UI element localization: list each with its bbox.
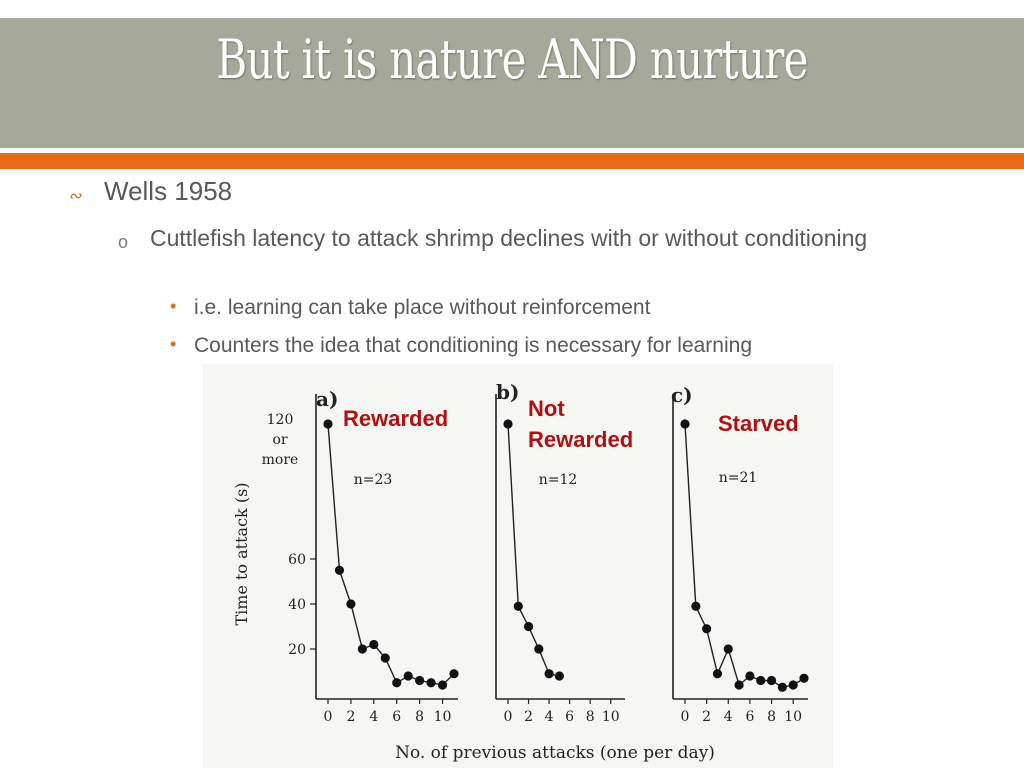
panel-letter: c) xyxy=(671,383,693,407)
data-point xyxy=(723,644,733,654)
x-tick-label: 2 xyxy=(524,709,533,725)
data-point xyxy=(513,601,523,611)
accent-bar xyxy=(0,153,1024,169)
condition-label: Starved xyxy=(718,411,799,436)
y-tick-label: 40 xyxy=(288,597,306,613)
level1-bullet-icon: ∾ xyxy=(68,186,82,205)
panel-letter: a) xyxy=(316,387,338,411)
data-point xyxy=(323,419,333,429)
data-point xyxy=(544,669,554,679)
x-tick-label: 0 xyxy=(324,709,333,725)
x-tick-label: 4 xyxy=(369,709,378,725)
slide-title: But it is nature AND nurture xyxy=(216,28,808,91)
panel-letter: b) xyxy=(496,380,519,404)
figure: 0 2 4 6 8 10 20 40 60 120 or more Time to attack (s)… xyxy=(203,364,833,768)
bullet-level1: Wells 1958 xyxy=(104,176,233,206)
data-point xyxy=(534,644,544,654)
data-point xyxy=(691,601,701,611)
data-point xyxy=(680,419,690,429)
data-point xyxy=(369,639,379,650)
data-point xyxy=(449,669,459,679)
y-top-tick-label: or xyxy=(272,432,287,448)
x-tick-label: 8 xyxy=(767,709,776,725)
series-line xyxy=(327,423,455,686)
data-point xyxy=(734,680,744,690)
data-point xyxy=(702,624,712,634)
level3-bullet-icon: • xyxy=(170,296,177,316)
x-tick-label: 0 xyxy=(504,709,513,725)
y-axis-label: Time to attack (s) xyxy=(232,482,251,625)
x-tick-label: 4 xyxy=(724,709,733,725)
y-top-tick-label: 120 xyxy=(267,412,294,428)
level3-bullet-icon: • xyxy=(170,334,177,354)
data-point xyxy=(712,669,723,679)
x-tick-label: 0 xyxy=(681,709,690,725)
series-line xyxy=(507,423,560,677)
y-top-tick-label: more xyxy=(262,452,299,468)
data-point xyxy=(788,680,798,690)
y-tick-label: 60 xyxy=(288,552,306,568)
bullet-level3-item: Counters the idea that conditioning is n… xyxy=(194,334,752,357)
x-tick-label: 4 xyxy=(545,709,554,725)
data-point xyxy=(380,653,390,663)
x-tick-label: 8 xyxy=(415,709,424,725)
data-point xyxy=(799,673,809,683)
sample-size-label: n=23 xyxy=(354,472,393,488)
x-tick-label: 8 xyxy=(586,709,595,725)
sample-size-label: n=21 xyxy=(719,470,758,486)
condition-label: Not xyxy=(528,396,565,421)
data-point xyxy=(415,675,425,686)
data-point xyxy=(346,599,356,609)
data-point xyxy=(437,680,448,690)
data-point xyxy=(403,671,413,681)
data-point xyxy=(357,644,367,654)
sample-size-label: n=12 xyxy=(539,472,578,488)
data-point xyxy=(503,419,513,429)
data-point xyxy=(426,678,436,688)
x-axis-label: No. of previous attacks (one per day) xyxy=(395,743,715,763)
y-tick-label: 20 xyxy=(288,642,306,658)
bullet-level3-item: i.e. learning can take place without rei… xyxy=(194,296,651,319)
data-point xyxy=(745,671,755,681)
data-point xyxy=(756,675,766,686)
x-tick-label: 10 xyxy=(602,709,620,725)
x-tick-label: 6 xyxy=(745,709,754,725)
data-point xyxy=(777,682,787,692)
series-line xyxy=(684,423,805,689)
level2-bullet-icon: o xyxy=(118,232,129,252)
condition-label: Rewarded xyxy=(528,427,633,452)
data-point xyxy=(392,678,402,688)
data-point xyxy=(766,675,777,686)
title-band xyxy=(0,18,1024,148)
x-tick-label: 6 xyxy=(565,709,574,725)
x-tick-label: 10 xyxy=(434,709,452,725)
x-tick-label: 6 xyxy=(392,709,401,725)
x-tick-label: 2 xyxy=(702,709,711,725)
data-point xyxy=(334,565,345,575)
data-point xyxy=(554,671,564,681)
data-point xyxy=(523,621,534,632)
bullet-level2: Cuttlefish latency to attack shrimp decl… xyxy=(150,225,868,251)
condition-label: Rewarded xyxy=(343,406,448,431)
x-tick-label: 10 xyxy=(784,709,802,725)
x-tick-label: 2 xyxy=(346,709,355,725)
